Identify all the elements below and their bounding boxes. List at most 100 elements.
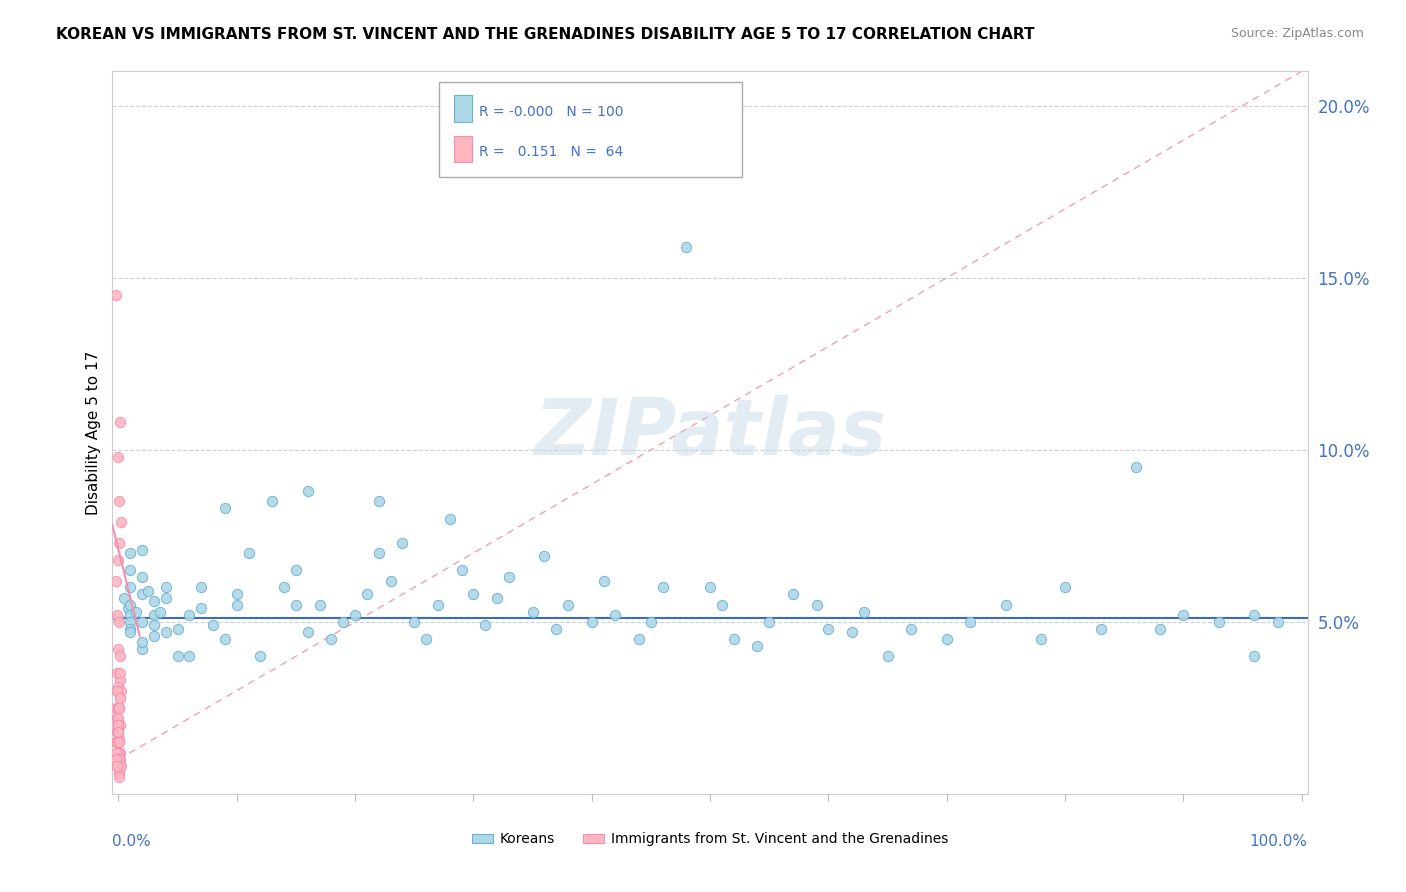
- Point: [107, 752, 129, 766]
- Point: [367, 494, 389, 508]
- Point: [105, 746, 128, 760]
- Y-axis label: Disability Age 5 to 17: Disability Age 5 to 17: [86, 351, 101, 515]
- Point: [959, 615, 981, 629]
- Point: [297, 625, 319, 640]
- Point: [108, 673, 131, 688]
- Point: [273, 581, 295, 595]
- Point: [142, 594, 165, 608]
- Point: [105, 683, 128, 698]
- Point: [166, 649, 188, 664]
- Point: [120, 546, 142, 560]
- Point: [179, 649, 201, 664]
- Point: [107, 714, 129, 729]
- Point: [321, 632, 343, 646]
- Point: [120, 625, 142, 640]
- Point: [238, 546, 260, 560]
- Point: [404, 615, 426, 629]
- Point: [546, 622, 568, 636]
- Point: [107, 725, 129, 739]
- Point: [190, 601, 212, 615]
- Point: [142, 607, 165, 622]
- Text: R =   0.151   N =  64: R = 0.151 N = 64: [479, 145, 624, 159]
- Point: [155, 625, 177, 640]
- Point: [131, 635, 153, 649]
- Point: [344, 607, 367, 622]
- Point: [108, 735, 131, 749]
- Point: [155, 581, 177, 595]
- Point: [262, 494, 284, 508]
- Point: [105, 701, 128, 715]
- Point: [107, 701, 129, 715]
- Point: [249, 649, 271, 664]
- Point: [1125, 460, 1147, 475]
- Point: [105, 607, 128, 622]
- Point: [131, 642, 153, 657]
- Text: R = -0.000   N = 100: R = -0.000 N = 100: [479, 104, 624, 119]
- Point: [120, 607, 142, 622]
- Point: [105, 288, 128, 302]
- Point: [108, 735, 131, 749]
- Point: [1173, 607, 1195, 622]
- Point: [463, 587, 485, 601]
- Point: [202, 618, 225, 632]
- Point: [107, 752, 129, 766]
- Point: [117, 601, 139, 615]
- Point: [179, 607, 201, 622]
- Point: [112, 591, 135, 605]
- Point: [782, 587, 804, 601]
- Point: [1031, 632, 1053, 646]
- Point: [131, 542, 153, 557]
- Point: [108, 415, 131, 429]
- Text: 0.0%: 0.0%: [112, 834, 152, 848]
- Point: [110, 649, 132, 664]
- Point: [120, 615, 142, 629]
- Point: [142, 629, 165, 643]
- Point: [1243, 649, 1265, 664]
- Point: [190, 581, 212, 595]
- Point: [486, 591, 509, 605]
- Point: [994, 598, 1017, 612]
- Point: [367, 546, 389, 560]
- Point: [120, 581, 142, 595]
- Point: [105, 683, 128, 698]
- Point: [110, 718, 132, 732]
- Point: [332, 615, 354, 629]
- Point: [107, 718, 129, 732]
- Point: [131, 570, 153, 584]
- Point: [426, 598, 449, 612]
- Point: [108, 690, 131, 705]
- Point: [876, 649, 898, 664]
- Point: [107, 450, 129, 464]
- Point: [214, 632, 236, 646]
- Point: [108, 666, 131, 681]
- Point: [522, 605, 544, 619]
- Point: [105, 752, 128, 766]
- Text: Source: ZipAtlas.com: Source: ZipAtlas.com: [1230, 27, 1364, 40]
- Point: [107, 718, 129, 732]
- Point: [131, 615, 153, 629]
- Point: [155, 591, 177, 605]
- Point: [1149, 622, 1171, 636]
- Point: [166, 622, 188, 636]
- Point: [592, 574, 614, 588]
- Point: [297, 484, 319, 499]
- Point: [105, 759, 128, 773]
- Point: [142, 618, 165, 632]
- Point: [107, 701, 129, 715]
- Point: [107, 718, 129, 732]
- Point: [581, 615, 603, 629]
- Point: [107, 725, 129, 739]
- Point: [105, 735, 128, 749]
- Point: [308, 598, 330, 612]
- Point: [110, 690, 132, 705]
- Point: [108, 615, 131, 629]
- Point: [107, 752, 129, 766]
- Point: [107, 731, 129, 746]
- Point: [110, 683, 132, 698]
- Point: [533, 549, 555, 564]
- Point: [415, 632, 437, 646]
- Point: [108, 701, 131, 715]
- Point: [107, 642, 129, 657]
- Text: ZIPatlas: ZIPatlas: [534, 394, 886, 471]
- Point: [120, 598, 142, 612]
